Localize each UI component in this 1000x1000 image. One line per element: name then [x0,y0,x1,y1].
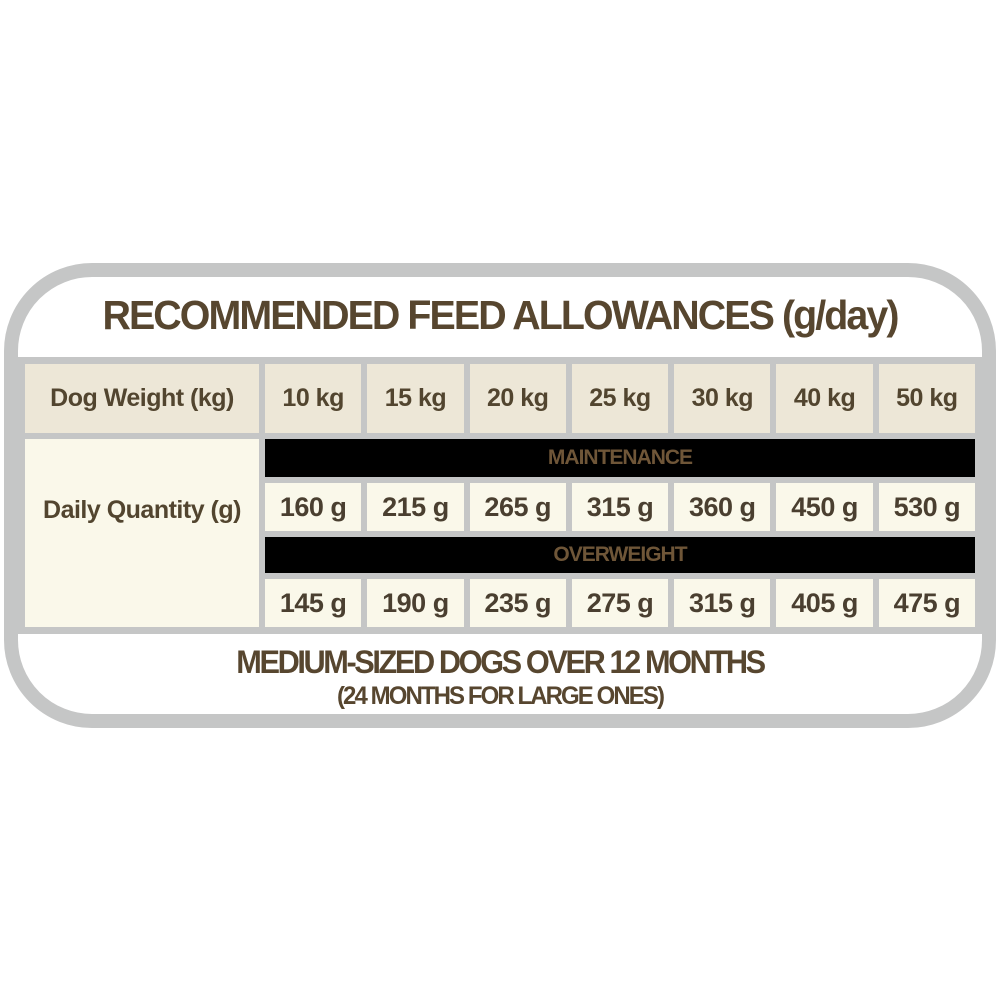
feeding-guide-title: RECOMMENDED FEED ALLOWANCES (g/day) [102,292,899,338]
overweight-value-cell: 405 g [776,579,873,627]
dog-weight-header-cell: Dog Weight (kg) [25,364,259,433]
overweight-value-cell: 190 g [367,579,464,627]
overweight-value-cell: 315 g [674,579,771,627]
overweight-value-cell: 145 g [265,579,362,627]
weight-column-header-20kg: 20 kg [469,364,566,433]
maintenance-value-cell: 360 g [674,483,771,531]
maintenance-value-cell: 215 g [367,483,464,531]
weight-column-header-30kg: 30 kg [674,364,771,433]
age-note-primary: MEDIUM-SIZED DOGS OVER 12 MONTHS [236,644,766,680]
feed-allowance-table: Dog Weight (kg) 10 kg 15 kg 20 kg 25 kg … [18,357,982,634]
weight-column-header-50kg: 50 kg [878,364,975,433]
maintenance-value-cell: 265 g [469,483,566,531]
maintenance-value-cell: 160 g [265,483,362,531]
age-note-secondary: (24 MONTHS FOR LARGE ONES) [336,682,665,710]
maintenance-section-band: MAINTENANCE [265,439,975,477]
weight-column-header-10kg: 10 kg [265,364,362,433]
weight-column-header-40kg: 40 kg [776,364,873,433]
overweight-value-cell: 235 g [469,579,566,627]
feeding-guide-panel: RECOMMENDED FEED ALLOWANCES (g/day) Dog … [4,263,996,728]
weight-column-header-15kg: 15 kg [367,364,464,433]
overweight-value-cell: 275 g [571,579,669,627]
maintenance-value-cell: 450 g [776,483,873,531]
maintenance-value-cell: 315 g [571,483,669,531]
overweight-value-cell: 475 g [878,579,975,627]
maintenance-value-cell: 530 g [878,483,975,531]
weight-column-header-25kg: 25 kg [571,364,669,433]
daily-quantity-header-cell: Daily Quantity (g) [25,439,259,627]
overweight-section-band: OVERWEIGHT [265,537,975,573]
